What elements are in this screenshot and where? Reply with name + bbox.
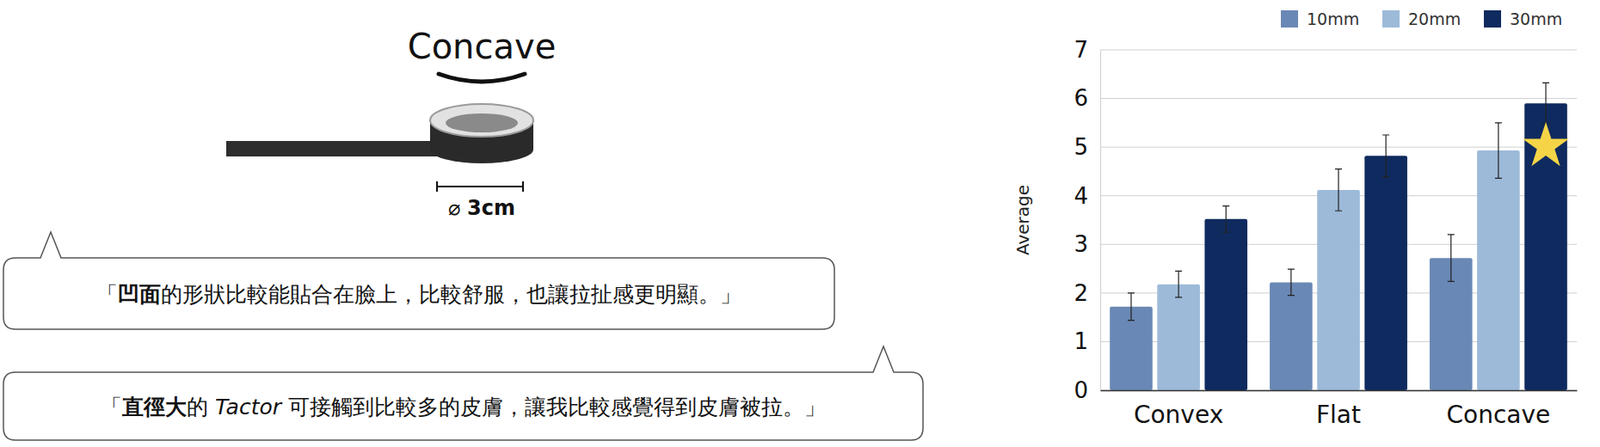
bar — [1269, 282, 1313, 391]
dimension: ⌀ 3cm — [436, 181, 524, 221]
bubble-outline — [3, 232, 835, 330]
tactor-top — [430, 104, 534, 137]
error-bar — [1127, 293, 1135, 321]
plot-marks — [1109, 82, 1568, 391]
x-axis: Convex Flat Concave — [1101, 390, 1578, 430]
y-axis-title: Average — [1012, 184, 1034, 256]
y-tick-label: 3 — [1073, 231, 1089, 258]
dimension-line — [436, 181, 524, 192]
legend-swatch — [1483, 10, 1502, 28]
y-tick-label: 1 — [1073, 328, 1089, 355]
y-tick-label: 2 — [1073, 280, 1089, 307]
y-tick-label: 7 — [1073, 36, 1089, 63]
bar-chart: 0 1 2 3 4 5 6 7 Average Convex Flat Concave 10mm 20mm… — [1012, 9, 1578, 430]
highlight-star — [1522, 122, 1570, 167]
y-axis: 0 1 2 3 4 5 6 7 — [1073, 36, 1101, 404]
x-tick-label: Flat — [1316, 400, 1361, 430]
tactor-photo — [226, 104, 534, 164]
speech-bubble: 「凹面的形狀比較能貼合在臉上，比較舒服，也讓拉扯感更明顯。」 — [3, 232, 835, 330]
quote: 「直徑大的 Tactor 可接觸到比較多的皮膚，讓我比較感覺得到皮膚被拉。」 — [100, 394, 826, 420]
error-bar — [1447, 234, 1455, 282]
quote-segment: 可接觸到比較多的皮膚，讓我比較感覺得到皮膚被拉。」 — [281, 394, 826, 420]
y-tick-label: 5 — [1073, 134, 1089, 160]
y-tick-label: 0 — [1073, 377, 1089, 404]
bar — [1476, 150, 1520, 391]
dimension-text: 3cm — [467, 196, 516, 221]
y-tick-label: 6 — [1073, 85, 1089, 111]
quote-segment: Tactor — [215, 394, 284, 420]
quote-segment: 直徑大 — [121, 394, 188, 420]
x-tick: Concave — [1446, 390, 1551, 430]
error-bar — [1222, 206, 1230, 234]
error-bar — [1335, 169, 1342, 212]
grid — [1100, 49, 1577, 391]
quote-segment: 「 — [100, 394, 123, 420]
legend-label: 20mm — [1408, 9, 1461, 29]
bar — [1204, 219, 1248, 391]
figure: Concave⌀ 3cm「凹面的形狀比較能貼合在臉上，比較舒服，也讓拉扯感更明顯… — [0, 0, 1600, 447]
error-bar — [1287, 269, 1295, 296]
grid-line — [1100, 49, 1577, 51]
x-axis-line — [1101, 390, 1578, 393]
y-tick-label: 4 — [1073, 183, 1089, 210]
legend: 10mm 20mm 30mm — [1280, 9, 1563, 29]
bar — [1316, 190, 1360, 391]
photo-label: Concave — [407, 26, 557, 67]
dimension-text: ⌀ — [448, 196, 468, 221]
error-bar — [1495, 123, 1502, 179]
x-tick: Convex — [1133, 390, 1224, 430]
error-bar — [1382, 135, 1390, 178]
y-tick: 1 — [1073, 328, 1101, 355]
y-axis-line — [1100, 50, 1102, 392]
legend-label: 30mm — [1509, 9, 1563, 29]
error-bar — [1542, 82, 1550, 124]
concave-arc — [438, 73, 525, 82]
grid-line — [1100, 98, 1577, 99]
y-tick: 5 — [1073, 134, 1101, 160]
y-tick: 4 — [1073, 183, 1101, 210]
quote-segment: 「 — [96, 282, 118, 308]
quote-segment: 的 — [186, 394, 216, 420]
dimension-label: ⌀ 3cm — [448, 196, 516, 221]
bar — [1156, 284, 1200, 391]
tactor-concave — [445, 113, 518, 133]
legend-swatch — [1382, 10, 1400, 28]
bubble-outline — [3, 346, 924, 441]
quote-segment: 凹面 — [117, 282, 161, 308]
grid-line — [1100, 147, 1577, 148]
x-tick: Flat — [1316, 390, 1361, 430]
quote-segment: 的形狀比較能貼合在臉上，比較舒服，也讓拉扯感更明顯。」 — [160, 282, 742, 308]
error-bar — [1175, 270, 1182, 298]
y-tick: 6 — [1073, 85, 1101, 111]
y-tick: 7 — [1073, 36, 1101, 63]
speech-bubble: 「直徑大的 Tactor 可接觸到比較多的皮膚，讓我比較感覺得到皮膚被拉。」 — [3, 346, 924, 441]
y-tick: 0 — [1073, 377, 1101, 404]
tactor-stick — [226, 141, 442, 157]
y-tick: 3 — [1073, 231, 1101, 258]
quote: 「凹面的形狀比較能貼合在臉上，比較舒服，也讓拉扯感更明顯。」 — [96, 282, 742, 308]
legend-label: 10mm — [1306, 9, 1360, 29]
x-tick-label: Concave — [1446, 400, 1551, 430]
tactor-base-bottom — [430, 135, 534, 164]
y-tick: 2 — [1073, 280, 1101, 307]
legend-swatch — [1280, 10, 1299, 28]
bar — [1364, 155, 1408, 391]
x-tick-label: Convex — [1133, 400, 1224, 430]
